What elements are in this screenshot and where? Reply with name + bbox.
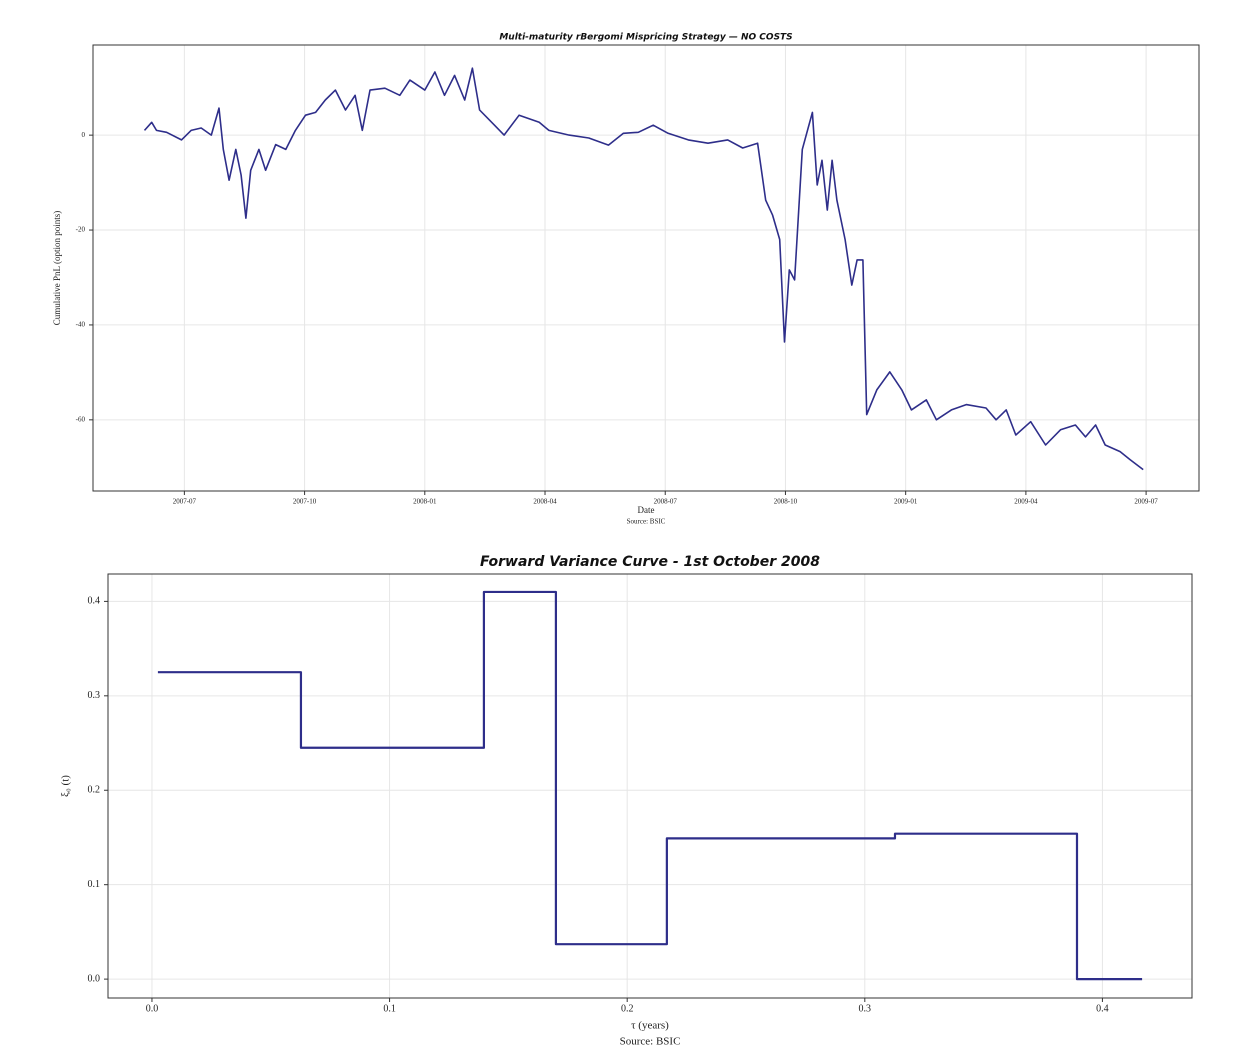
x-tick-label: 0.4 — [1096, 1003, 1109, 1014]
x-tick-label: 0.0 — [146, 1003, 159, 1014]
y-tick-label: -20 — [76, 226, 86, 234]
y-axis-label: ξ₀ (t) — [60, 775, 72, 797]
y-axis-label: Cumulative PnL (option points) — [52, 211, 62, 325]
x-tick-label: 0.3 — [859, 1003, 872, 1014]
x-tick-label: 2009-04 — [1014, 498, 1038, 506]
x-tick-label: 2007-07 — [173, 498, 197, 506]
data-line — [157, 590, 1143, 981]
y-tick-label: 0.2 — [88, 785, 101, 796]
y-tick-label: -60 — [76, 415, 86, 423]
y-tick-label: 0.0 — [88, 973, 101, 984]
x-tick-label: 2009-01 — [894, 498, 918, 506]
chart: 0 -20 -40 -60 2007-07 2007-10 2008-01 2008-04 20… — [52, 33, 1200, 526]
chart: 0.0 0.1 0.2 0.3 0.4 0.0 0.1 0.2 0.3 0.4 Forward Va… — [60, 554, 1193, 1048]
x-tick-label: 2009-07 — [1134, 498, 1158, 506]
y-tick-label: 0.1 — [88, 879, 101, 890]
data-line — [143, 67, 1144, 471]
x-tick-label: 2008-04 — [533, 498, 557, 506]
x-axis-label: τ (years) — [631, 1020, 669, 1032]
x-axis-label: Date — [638, 505, 655, 515]
source-note: Source: BSIC — [620, 1036, 681, 1048]
plot-frame — [92, 44, 1200, 492]
y-tick-label: 0.4 — [88, 596, 101, 607]
y-tick-label: 0 — [82, 131, 86, 139]
y-tick-label: -40 — [76, 321, 86, 329]
chart-title: Forward Variance Curve - 1st October 200… — [480, 554, 820, 570]
source-note: Source: BSIC — [627, 518, 666, 526]
x-tick-label: 2008-10 — [774, 498, 798, 506]
chart-title: Multi-maturity rBergomi Mispricing Strat… — [499, 33, 792, 43]
x-tick-label: 0.2 — [621, 1003, 634, 1014]
x-tick-label: 0.1 — [383, 1003, 396, 1014]
x-tick-label: 2008-01 — [413, 498, 437, 506]
x-tick-label: 2008-07 — [654, 498, 678, 506]
plot-frame — [107, 573, 1193, 999]
y-tick-label: 0.3 — [88, 690, 101, 701]
x-tick-label: 2007-10 — [293, 498, 317, 506]
